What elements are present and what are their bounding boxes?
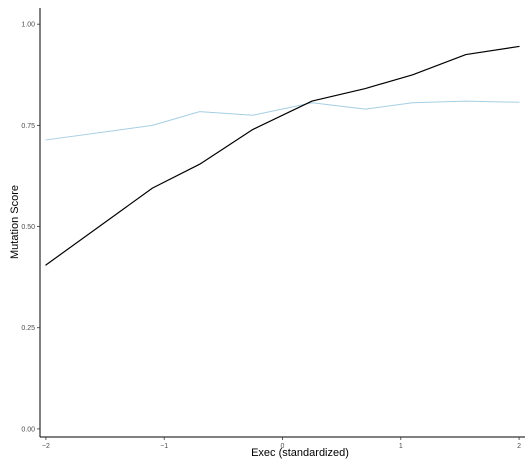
axis-ticks: −2 −1 0 1 2 0.00 0.25 0.50 0.75 1.00 — [21, 22, 521, 450]
y-tick-label: 0.75 — [21, 123, 35, 130]
series-line-0 — [45, 100, 520, 141]
x-tick-label: −2 — [42, 443, 50, 450]
y-tick-label: 0.00 — [21, 426, 35, 433]
y-tick-label: 0.50 — [21, 224, 35, 231]
y-tick-label: 1.00 — [21, 22, 35, 29]
x-axis-title: Exec (standardized) — [251, 447, 349, 459]
x-tick-label: 2 — [517, 443, 521, 450]
x-tick-label: 1 — [399, 443, 403, 450]
x-tick-label: −1 — [160, 443, 168, 450]
y-tick-label: 0.25 — [21, 325, 35, 332]
y-axis-title: Mutation Score — [9, 185, 21, 259]
series-line-1 — [45, 45, 520, 266]
x-tick-label: 0 — [281, 443, 285, 450]
plot-area — [45, 45, 520, 266]
